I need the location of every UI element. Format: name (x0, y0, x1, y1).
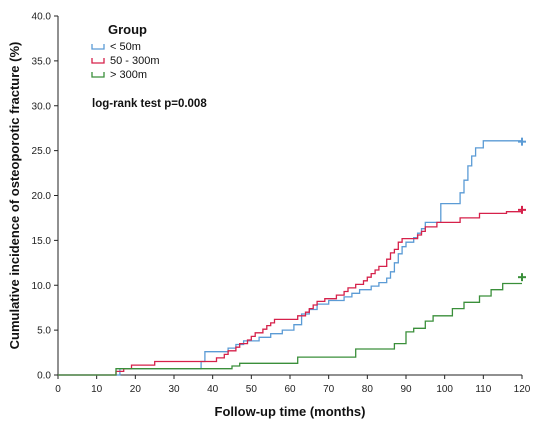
legend: Group < 50m 50 - 300m > 300m (91, 22, 160, 81)
x-tick-label: 110 (475, 384, 491, 395)
series-line-0 (58, 140, 522, 376)
y-axis-title: Cumulative incidence of osteoporotic fra… (7, 42, 22, 350)
y-tick-label: 0.0 (37, 371, 51, 382)
x-tick-label: 90 (400, 384, 412, 395)
y-tick-label: 25.0 (32, 146, 52, 157)
legend-label: < 50m (110, 41, 141, 53)
x-tick-label: 10 (91, 384, 103, 395)
legend-swatch (91, 44, 105, 50)
y-tick-label: 35.0 (32, 56, 52, 67)
x-tick-label: 100 (436, 384, 453, 395)
y-axis-ticks: 0.0 5.0 10.0 15.0 20.0 25.0 30.0 35.0 40.0 (32, 12, 58, 382)
x-tick-label: 30 (168, 384, 180, 395)
y-tick-label: 20.0 (32, 191, 52, 202)
legend-label: 50 - 300m (110, 55, 160, 67)
series-line-1 (58, 211, 522, 376)
x-tick-label: 60 (284, 384, 296, 395)
series-line-2 (58, 282, 522, 376)
y-tick-label: 30.0 (32, 101, 52, 112)
log-rank-annotation: log-rank test p=0.008 (92, 98, 207, 110)
x-tick-label: 70 (323, 384, 335, 395)
x-tick-label: 120 (514, 384, 531, 395)
legend-title: Group (108, 22, 147, 37)
censor-mark-1 (518, 205, 526, 214)
y-tick-label: 15.0 (32, 236, 52, 247)
x-tick-label: 40 (207, 384, 219, 395)
y-tick-label: 10.0 (32, 281, 52, 292)
censor-mark-2 (518, 273, 526, 282)
legend-swatch (91, 72, 105, 78)
legend-item-0: < 50m (91, 41, 141, 53)
legend-label: > 300m (110, 69, 147, 81)
x-tick-label: 80 (362, 384, 374, 395)
y-tick-label: 40.0 (32, 12, 52, 23)
x-axis-ticks: 0 10 20 30 40 50 60 70 80 90 100 110 120 (55, 375, 531, 395)
x-tick-label: 50 (246, 384, 258, 395)
x-axis-title: Follow-up time (months) (215, 404, 366, 419)
x-tick-label: 20 (130, 384, 142, 395)
legend-swatch (91, 58, 105, 64)
legend-item-2: > 300m (91, 69, 147, 81)
x-tick-label: 0 (55, 384, 61, 395)
series-group (58, 137, 526, 376)
censor-mark-0 (518, 137, 526, 146)
legend-item-1: 50 - 300m (91, 55, 160, 67)
y-tick-label: 5.0 (37, 326, 51, 337)
